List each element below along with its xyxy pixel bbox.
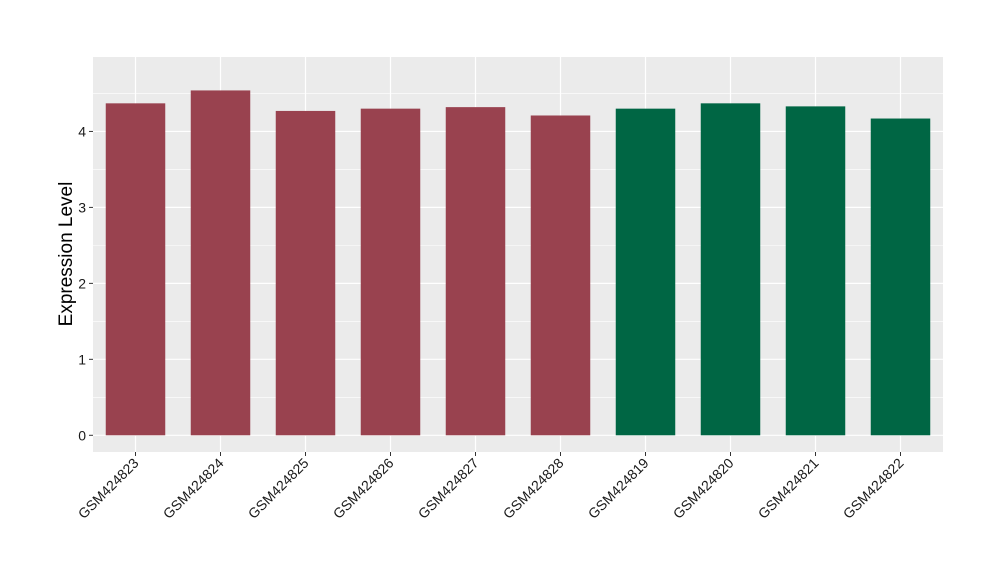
x-tick-label: GSM424824	[160, 455, 227, 522]
x-tick-label: GSM424825	[245, 455, 312, 522]
x-tick-label: GSM424823	[75, 455, 142, 522]
x-tick-label: GSM424826	[330, 455, 397, 522]
bar-GSM424826	[360, 108, 421, 436]
x-tick-label: GSM424819	[585, 455, 652, 522]
x-tick-label: GSM424821	[755, 455, 822, 522]
x-tick-label: GSM424828	[500, 455, 567, 522]
y-tick-label: 1	[78, 351, 86, 367]
bar-GSM424822	[870, 118, 931, 436]
x-tick-label: GSM424822	[840, 455, 907, 522]
y-tick-label: 4	[78, 123, 86, 139]
bar-GSM424825	[275, 110, 336, 436]
x-tick-label: GSM424827	[415, 455, 482, 522]
x-tick-label: GSM424820	[670, 455, 737, 522]
bar-GSM424821	[785, 106, 846, 436]
bar-GSM424820	[700, 103, 761, 436]
y-tick-label: 3	[78, 199, 86, 215]
bar-GSM424827	[445, 107, 506, 436]
y-tick-label: 0	[78, 427, 86, 443]
bar-GSM424819	[615, 108, 676, 436]
y-axis-title: Expression Level	[56, 182, 77, 327]
bar-GSM424824	[190, 90, 251, 436]
bars	[105, 90, 931, 436]
bar-GSM424828	[530, 115, 591, 436]
y-tick-label: 2	[78, 275, 86, 291]
bar-GSM424823	[105, 103, 166, 436]
